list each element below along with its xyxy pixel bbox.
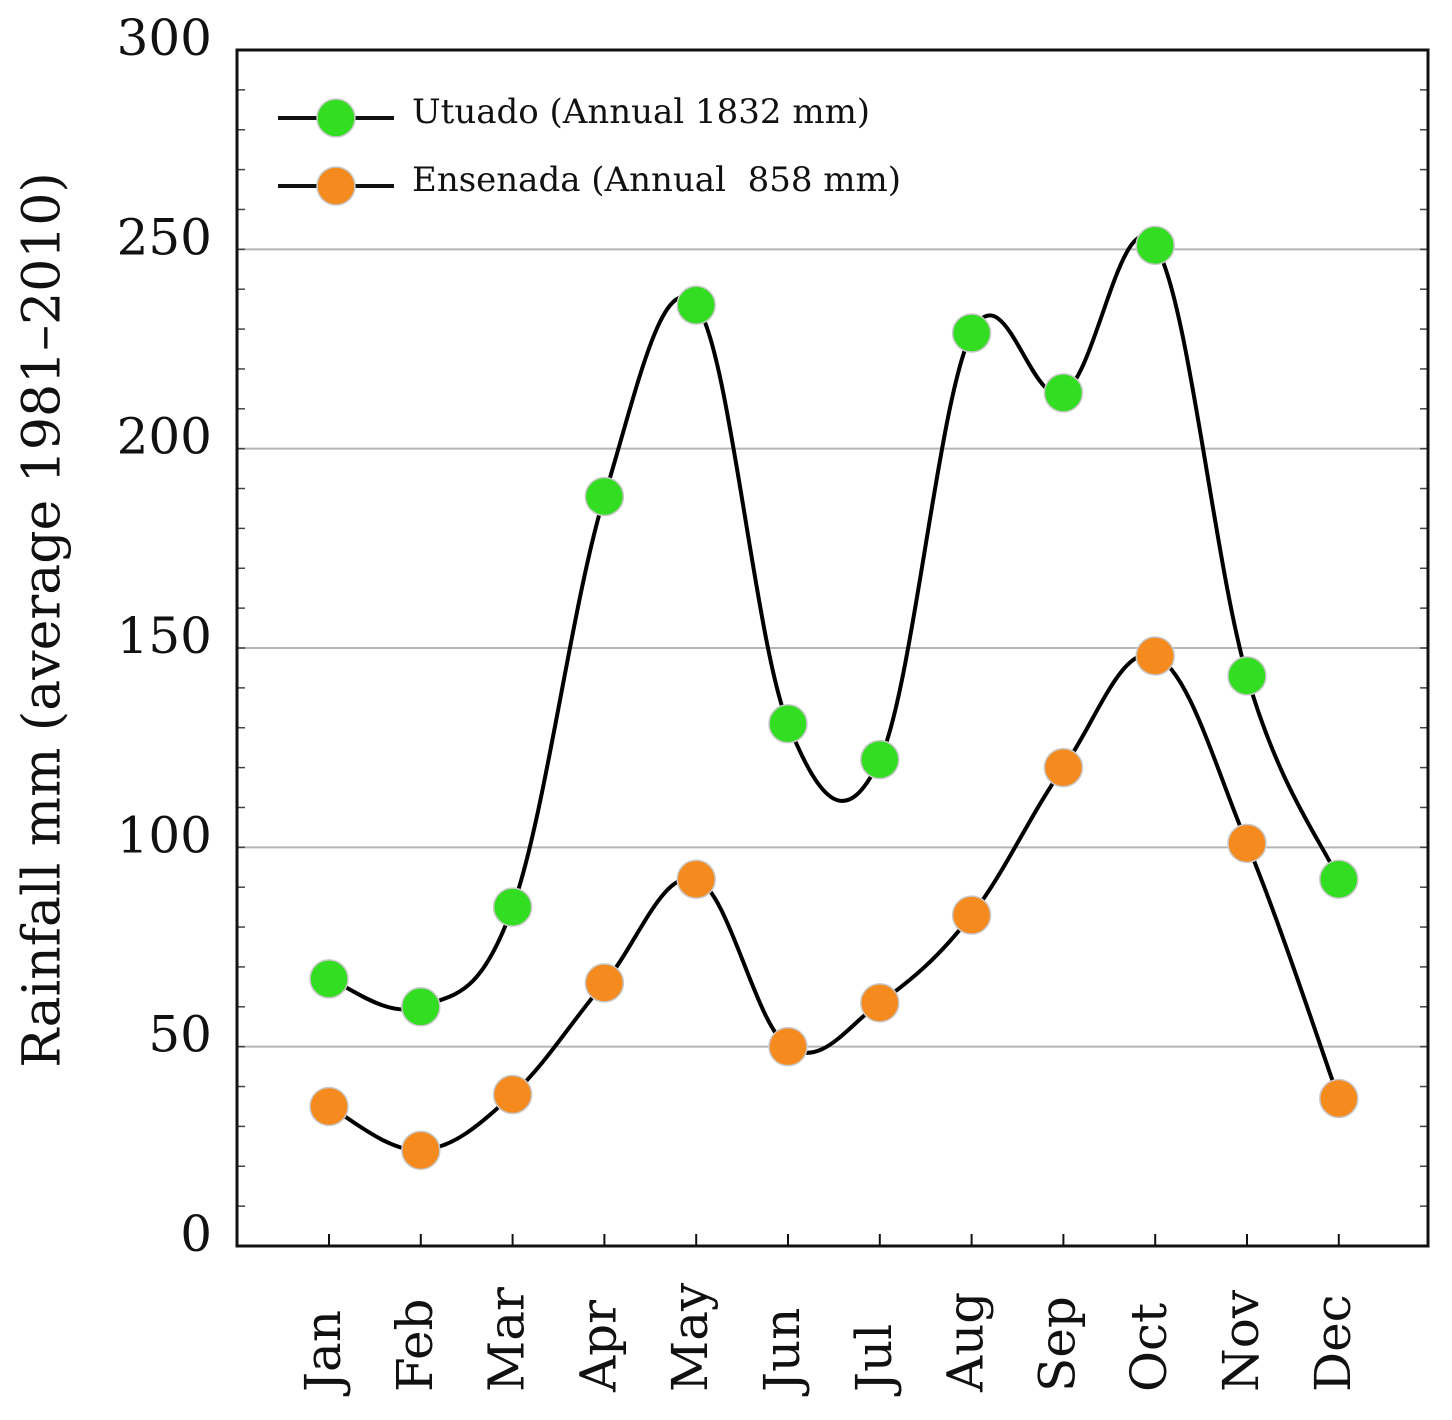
point-utuado-may bbox=[676, 285, 716, 325]
point-ensenada-may bbox=[676, 859, 716, 899]
x-tick-label-jan: Jan bbox=[294, 1310, 352, 1397]
point-ensenada-aug bbox=[951, 895, 992, 935]
series-ensenada bbox=[309, 636, 1359, 1171]
series-group bbox=[309, 225, 1359, 1171]
x-tick-label-mar: Mar bbox=[478, 1287, 536, 1392]
point-utuado-jun bbox=[768, 703, 808, 744]
x-tick-label-aug: Aug bbox=[937, 1292, 995, 1393]
y-tick-label-150: 150 bbox=[117, 607, 212, 665]
axes: 0 50 100 150 200 250 300 Jan Feb Mar Apr May Jun Jul A… bbox=[117, 9, 1430, 1397]
x-tick-label-may: May bbox=[661, 1282, 719, 1392]
y-tick-label-300: 300 bbox=[117, 9, 212, 67]
series-utuado bbox=[309, 225, 1359, 1027]
y-tick-label-50: 50 bbox=[148, 1006, 212, 1064]
y-tick-label-0: 0 bbox=[180, 1205, 212, 1263]
legend-label-utuado: Utuado (Annual 1832 mm) bbox=[412, 92, 870, 132]
legend-entry-utuado: Utuado (Annual 1832 mm) bbox=[278, 92, 870, 138]
x-tick-label-sep: Sep bbox=[1028, 1296, 1086, 1392]
point-utuado-sep bbox=[1043, 373, 1084, 413]
point-ensenada-dec bbox=[1319, 1078, 1359, 1119]
y-tick-label-100: 100 bbox=[117, 806, 212, 864]
plot-frame bbox=[235, 48, 1430, 1248]
x-tick-label-jul: Jul bbox=[845, 1324, 903, 1397]
x-tick-label-oct: Oct bbox=[1120, 1303, 1178, 1392]
legend-marker-utuado bbox=[316, 98, 356, 138]
x-tick-label-apr: Apr bbox=[569, 1300, 627, 1393]
point-utuado-oct bbox=[1135, 225, 1175, 266]
legend-entry-ensenada: Ensenada (Annual 858 mm) bbox=[278, 160, 901, 206]
y-tick-label-200: 200 bbox=[117, 408, 212, 466]
point-ensenada-nov bbox=[1227, 823, 1267, 864]
legend-label-ensenada: Ensenada (Annual 858 mm) bbox=[412, 160, 901, 200]
point-utuado-feb bbox=[401, 987, 441, 1027]
y-axis-title: Rainfall mm (average 1981–2010) bbox=[13, 172, 73, 1068]
x-tick-label-jun: Jun bbox=[753, 1308, 811, 1397]
point-utuado-apr bbox=[584, 476, 625, 517]
point-ensenada-jan bbox=[309, 1086, 349, 1127]
legend-marker-ensenada bbox=[316, 166, 356, 206]
point-utuado-mar bbox=[492, 887, 533, 927]
series-line-utuado bbox=[328, 234, 1341, 1012]
point-utuado-jan bbox=[309, 959, 349, 999]
point-utuado-jul bbox=[860, 739, 900, 780]
legend: Utuado (Annual 1832 mm) Ensenada (Annual … bbox=[278, 92, 901, 206]
point-utuado-aug bbox=[951, 313, 992, 353]
y-tick-label-250: 250 bbox=[117, 208, 212, 266]
point-ensenada-apr bbox=[584, 963, 625, 1003]
x-tick-label-dec: Dec bbox=[1304, 1294, 1362, 1392]
point-ensenada-mar bbox=[492, 1074, 533, 1115]
point-ensenada-jun bbox=[768, 1026, 808, 1067]
point-utuado-nov bbox=[1227, 656, 1267, 696]
point-ensenada-feb bbox=[401, 1130, 441, 1171]
point-utuado-dec bbox=[1319, 859, 1359, 899]
point-ensenada-jul bbox=[860, 983, 900, 1023]
x-tick-label-feb: Feb bbox=[386, 1298, 444, 1392]
x-tick-label-nov: Nov bbox=[1212, 1289, 1270, 1392]
point-ensenada-oct bbox=[1135, 636, 1175, 676]
point-ensenada-sep bbox=[1043, 747, 1084, 788]
